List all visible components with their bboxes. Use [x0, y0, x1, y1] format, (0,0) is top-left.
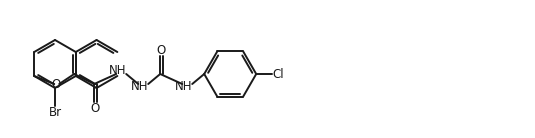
- Text: Cl: Cl: [272, 67, 284, 80]
- Text: O: O: [90, 102, 100, 115]
- Text: Br: Br: [49, 105, 62, 119]
- Text: NH: NH: [131, 80, 148, 94]
- Text: NH: NH: [109, 64, 126, 78]
- Text: NH: NH: [174, 80, 192, 94]
- Text: O: O: [51, 78, 61, 91]
- Text: O: O: [157, 43, 166, 56]
